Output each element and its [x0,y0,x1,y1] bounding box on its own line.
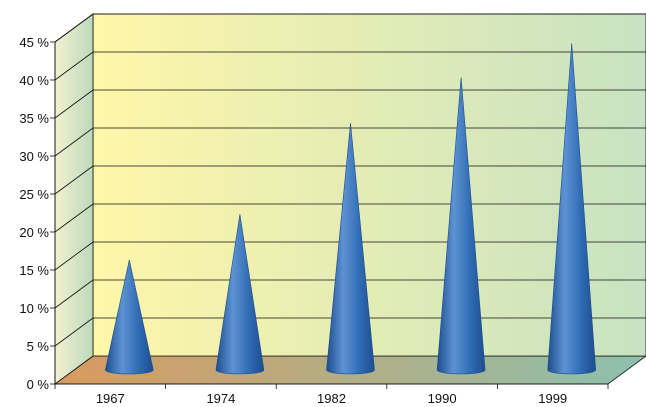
gridline-side [54,13,94,43]
gridline-side [54,279,94,309]
x-tick-label: 1990 [428,391,457,406]
side-wall [54,13,94,385]
y-tick-label: 35 % [19,111,49,126]
x-tick-label: 1967 [96,391,125,406]
gridline-side [54,317,94,347]
y-tick-label: 15 % [19,263,49,278]
y-axis: 0 % 5 % 10 % 15 % 20 % 25 % 30 % 35 % 40 % 45 % [19,35,56,392]
gridline-side [54,165,94,195]
cone-1999 [547,43,597,375]
y-tick-label: 25 % [19,187,49,202]
gridlines [54,13,646,347]
gridline-side [54,89,94,119]
cone-body [215,214,265,375]
cone-1990 [436,77,486,375]
cone-body [104,259,154,375]
cone-body [326,122,375,375]
y-tick-label: 5 % [27,339,50,354]
cone-1974 [215,214,265,375]
gridline-side [54,127,94,157]
gridline-side [54,51,94,81]
x-tick-label: 1974 [206,391,235,406]
cone-series [104,43,597,375]
y-tick-label: 0 % [27,377,50,392]
x-axis: 1967 1974 1982 1990 1999 [54,383,609,406]
y-tick-label: 45 % [19,35,49,50]
cone-body [436,77,486,375]
y-tick-label: 10 % [19,301,49,316]
cone-1967 [104,259,154,375]
gridline-side [54,203,94,233]
y-tick-label: 40 % [19,73,49,88]
cone-1982 [326,122,375,375]
y-tick-label: 30 % [19,149,49,164]
x-tick-label: 1982 [317,391,346,406]
cone-body [547,43,597,375]
gridline-side [54,241,94,271]
x-tick-label: 1999 [538,391,567,406]
y-tick-label: 20 % [19,225,49,240]
